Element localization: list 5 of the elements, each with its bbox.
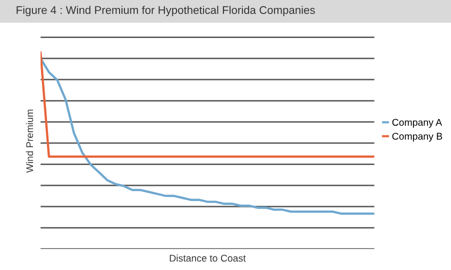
legend-label: Company B bbox=[392, 132, 442, 142]
y-axis-title: Wind Premium bbox=[26, 110, 34, 173]
chart-title: Figure 4 : Wind Premium for Hypothetical Florida Companies bbox=[16, 6, 315, 16]
x-axis-title: Distance to Coast bbox=[170, 254, 246, 262]
legend-label: Company A bbox=[392, 118, 442, 128]
